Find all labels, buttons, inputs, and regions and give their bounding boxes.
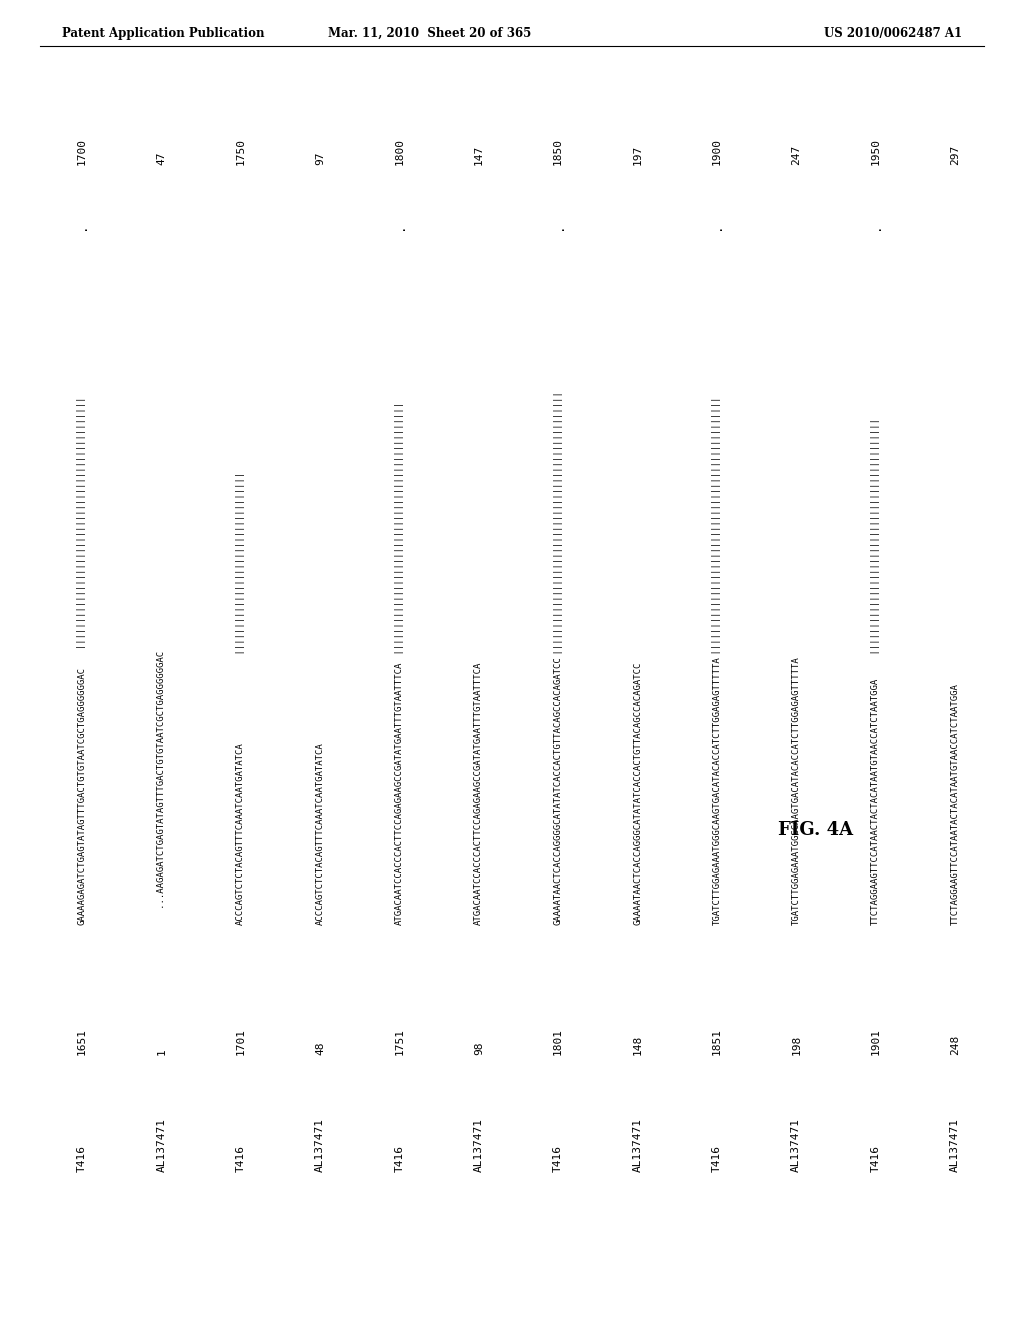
- Text: 1800: 1800: [394, 139, 404, 165]
- Text: Mar. 11, 2010  Sheet 20 of 365: Mar. 11, 2010 Sheet 20 of 365: [329, 26, 531, 40]
- Text: ACCCAGTCTCTACAGTTTCAAATCAATGATATCA: ACCCAGTCTCTACAGTTTCAAATCAATGATATCA: [315, 742, 325, 925]
- Text: .: .: [76, 223, 88, 230]
- Text: T416: T416: [712, 1144, 722, 1172]
- Text: 1900: 1900: [712, 139, 722, 165]
- Text: .: .: [393, 223, 406, 230]
- Text: US 2010/0062487 A1: US 2010/0062487 A1: [824, 26, 962, 40]
- Text: 1850: 1850: [553, 139, 563, 165]
- Text: AL137471: AL137471: [950, 1118, 961, 1172]
- Text: 197: 197: [633, 145, 642, 165]
- Text: AL137471: AL137471: [792, 1118, 801, 1172]
- Text: |||||||||||||||||||||||||||||||||||||||||||||||: ||||||||||||||||||||||||||||||||||||||||…: [78, 396, 86, 660]
- Text: GAAAATAACTCACCAGGGCATATATCACCACTGTTACAGCCACAGATCC: GAAAATAACTCACCAGGGCATATATCACCACTGTTACAGC…: [633, 661, 642, 925]
- Text: TTCTAGGAAGTTCCATAACTACTACATAATGTAACCATCTAATGGA: TTCTAGGAAGTTCCATAACTACTACATAATGTAACCATCT…: [871, 677, 881, 925]
- Text: 1750: 1750: [236, 139, 246, 165]
- Text: T416: T416: [553, 1144, 563, 1172]
- Text: 1: 1: [157, 1048, 166, 1055]
- Text: AL137471: AL137471: [157, 1118, 166, 1172]
- Text: ATGACAATCCACCCACTTCCAGAGAAGCCGATATGAATTTGTAATTTCA: ATGACAATCCACCCACTTCCAGAGAAGCCGATATGAATTT…: [395, 661, 403, 925]
- Text: 1700: 1700: [77, 139, 87, 165]
- Text: AL137471: AL137471: [474, 1118, 483, 1172]
- Text: 148: 148: [633, 1035, 642, 1055]
- Text: T416: T416: [870, 1144, 881, 1172]
- Text: Patent Application Publication: Patent Application Publication: [62, 26, 264, 40]
- Text: T416: T416: [394, 1144, 404, 1172]
- Text: ACCCAGTCTCTACAGTTTCAAATCAATGATATCA: ACCCAGTCTCTACAGTTTCAAATCAATGATATCA: [237, 742, 245, 925]
- Text: |||||||||||||||||||||||||||||||||||||||||||||||||: ||||||||||||||||||||||||||||||||||||||||…: [554, 391, 562, 660]
- Text: .: .: [711, 223, 723, 230]
- Text: FIG. 4A: FIG. 4A: [778, 821, 853, 840]
- Text: 198: 198: [792, 1035, 801, 1055]
- Text: TTCTAGGAAGTTCCATAATACTACATAATGTAACCATCTAATGGA: TTCTAGGAAGTTCCATAATACTACATAATGTAACCATCTA…: [950, 684, 959, 925]
- Text: 98: 98: [474, 1041, 483, 1055]
- Text: |||||||||||||||||||||||||||||||||||||||||||||||: ||||||||||||||||||||||||||||||||||||||||…: [395, 403, 403, 660]
- Text: AL137471: AL137471: [633, 1118, 642, 1172]
- Text: GAAAAGAGATCTGAGTATAGTTTGACTGTGTAATCGCTGAGGGGGGAC: GAAAAGAGATCTGAGTATAGTTTGACTGTGTAATCGCTGA…: [78, 667, 86, 925]
- Text: 1651: 1651: [77, 1028, 87, 1055]
- Text: T416: T416: [236, 1144, 246, 1172]
- Text: ATGACAATCCACCCACTTCCAGAGAAGCCGATATGAATTTGTAATTTCA: ATGACAATCCACCCACTTCCAGAGAAGCCGATATGAATTT…: [474, 661, 483, 925]
- Text: GAAAATAACTCACCAGGGGCATATATCACCACTGTTACAGCCACAGATCC: GAAAATAACTCACCAGGGGCATATATCACCACTGTTACAG…: [554, 656, 562, 925]
- Text: 47: 47: [157, 152, 166, 165]
- Text: ||||||||||||||||||||||||||||||||||: ||||||||||||||||||||||||||||||||||: [237, 471, 245, 660]
- Text: 248: 248: [950, 1035, 961, 1055]
- Text: 48: 48: [315, 1041, 325, 1055]
- Text: 147: 147: [474, 145, 483, 165]
- Text: .: .: [552, 223, 564, 230]
- Text: 1751: 1751: [394, 1028, 404, 1055]
- Text: 297: 297: [950, 145, 961, 165]
- Text: 1701: 1701: [236, 1028, 246, 1055]
- Text: ...AAGAGATCTGAGTATAGTTTGACTGTGTAATCGCTGAGGGGGGAC: ...AAGAGATCTGAGTATAGTTTGACTGTGTAATCGCTGA…: [157, 651, 166, 925]
- Text: T416: T416: [77, 1144, 87, 1172]
- Text: ||||||||||||||||||||||||||||||||||||||||||||: ||||||||||||||||||||||||||||||||||||||||…: [871, 418, 881, 660]
- Text: TGATCTTGGAGAAATGGGCAAGTGACATACACCATCTTGGAGAGTTTTTA: TGATCTTGGAGAAATGGGCAAGTGACATACACCATCTTGG…: [792, 656, 801, 925]
- Text: 97: 97: [315, 152, 325, 165]
- Text: TGATCTTGGAGAAATGGGCAAGTGACATACACCATCTTGGAGAGTTTTTA: TGATCTTGGAGAAATGGGCAAGTGACATACACCATCTTGG…: [713, 656, 722, 925]
- Text: 1901: 1901: [870, 1028, 881, 1055]
- Text: 1851: 1851: [712, 1028, 722, 1055]
- Text: AL137471: AL137471: [315, 1118, 325, 1172]
- Text: ||||||||||||||||||||||||||||||||||||||||||||||||: ||||||||||||||||||||||||||||||||||||||||…: [713, 396, 722, 660]
- Text: 1950: 1950: [870, 139, 881, 165]
- Text: 1801: 1801: [553, 1028, 563, 1055]
- Text: .: .: [869, 223, 882, 230]
- Text: 247: 247: [792, 145, 801, 165]
